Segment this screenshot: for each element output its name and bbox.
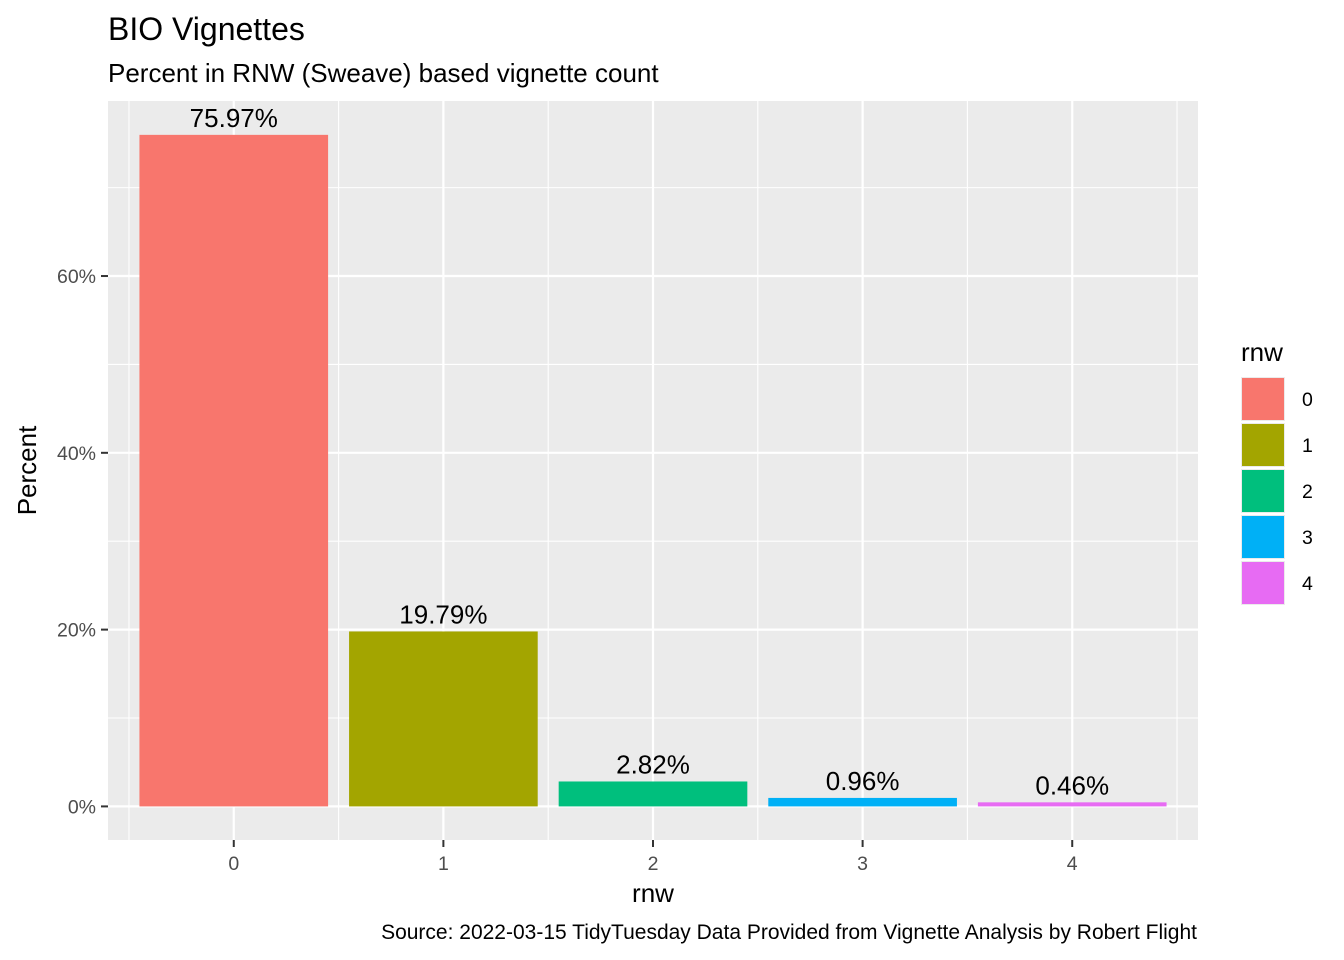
bar-label-2: 2.82% [616, 749, 690, 779]
bars [139, 134, 1167, 807]
x-tick-label: 1 [438, 853, 449, 875]
legend-label-0: 0 [1302, 389, 1313, 411]
y-tick-label: 20% [57, 620, 96, 642]
bar-label-0: 75.97% [190, 103, 278, 133]
y-axis: 0% 20% 40% 60% [57, 266, 108, 818]
y-tick-label: 60% [57, 266, 96, 288]
legend-label-3: 3 [1302, 527, 1313, 549]
y-tick-label: 0% [68, 796, 96, 818]
bar-1 [349, 631, 538, 807]
legend-swatch-4 [1242, 562, 1284, 604]
legend-label-2: 2 [1302, 481, 1313, 503]
chart-title: BIO Vignettes [108, 11, 305, 47]
bar-0 [139, 134, 329, 807]
bar-data-labels: 75.97% 19.79% 2.82% 0.96% 0.46% [190, 103, 1109, 800]
y-tick-label: 40% [57, 443, 96, 465]
legend-title: rnw [1241, 337, 1283, 367]
chart-caption: Source: 2022-03-15 TidyTuesday Data Prov… [381, 921, 1197, 944]
x-axis: 0 1 2 3 4 [228, 840, 1078, 875]
x-tick-label: 2 [648, 853, 659, 875]
legend-swatch-2 [1242, 470, 1284, 512]
x-axis-label: rnw [632, 878, 674, 908]
bar-label-4: 0.46% [1035, 770, 1109, 800]
legend: rnw 0 1 2 3 4 [1241, 337, 1313, 605]
bar-3 [768, 797, 957, 807]
x-tick-label: 0 [228, 853, 239, 875]
y-axis-label: Percent [12, 425, 42, 515]
legend-swatch-1 [1242, 424, 1284, 466]
bar-2 [558, 781, 748, 807]
chart-subtitle: Percent in RNW (Sweave) based vignette c… [108, 58, 659, 88]
bar-4 [977, 802, 1167, 807]
legend-swatch-3 [1242, 516, 1284, 558]
x-tick-label: 3 [857, 853, 868, 875]
legend-swatch-0 [1242, 378, 1284, 420]
legend-label-4: 4 [1302, 573, 1313, 595]
legend-label-1: 1 [1302, 435, 1313, 457]
bar-label-1: 19.79% [399, 599, 487, 629]
x-tick-label: 4 [1067, 853, 1078, 875]
bar-label-3: 0.96% [826, 766, 900, 796]
